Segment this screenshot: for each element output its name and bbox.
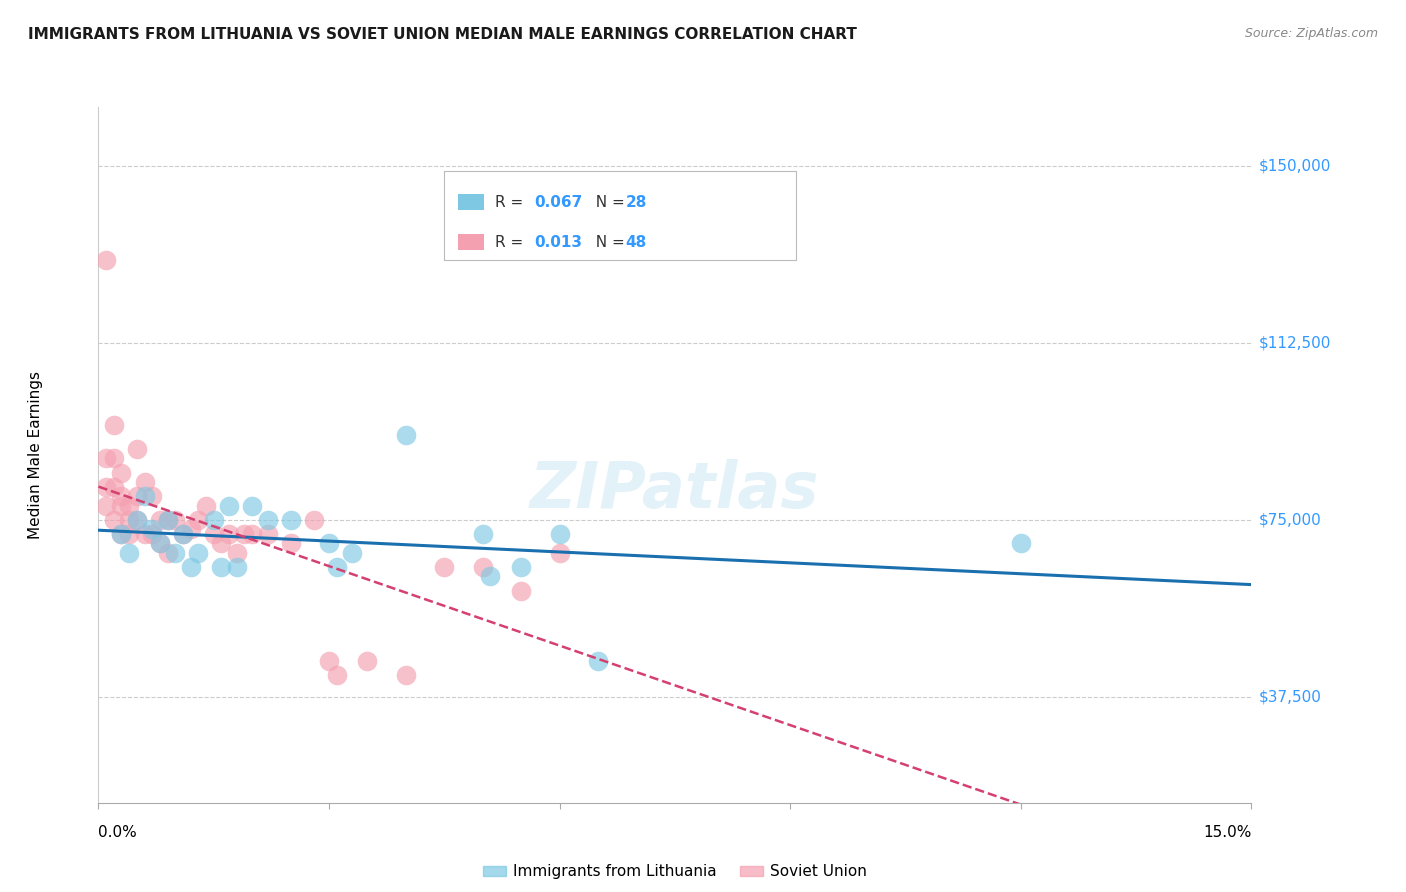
- Point: [209, 536, 232, 550]
- Point: [149, 536, 172, 550]
- Point: [94, 253, 117, 268]
- Point: [125, 513, 148, 527]
- Text: Source: ZipAtlas.com: Source: ZipAtlas.com: [1244, 27, 1378, 40]
- Point: [586, 654, 609, 668]
- Point: [202, 513, 225, 527]
- Point: [356, 654, 378, 668]
- Text: $150,000: $150,000: [1258, 159, 1330, 174]
- Point: [209, 560, 232, 574]
- Point: [141, 527, 163, 541]
- Point: [202, 527, 225, 541]
- Point: [156, 513, 179, 527]
- Point: [325, 560, 347, 574]
- Text: $75,000: $75,000: [1258, 512, 1322, 527]
- Point: [156, 546, 179, 560]
- Text: ZIPatlas: ZIPatlas: [530, 458, 820, 521]
- Point: [548, 546, 571, 560]
- Point: [395, 428, 418, 442]
- Point: [233, 527, 256, 541]
- Point: [302, 513, 325, 527]
- Point: [103, 513, 125, 527]
- Text: 15.0%: 15.0%: [1204, 825, 1251, 840]
- Point: [134, 475, 156, 489]
- Text: N =: N =: [586, 235, 630, 250]
- Point: [325, 668, 347, 682]
- Point: [471, 560, 494, 574]
- Point: [125, 513, 148, 527]
- Point: [479, 569, 502, 583]
- Point: [180, 560, 202, 574]
- Text: $37,500: $37,500: [1258, 690, 1322, 704]
- Point: [149, 513, 172, 527]
- Text: 48: 48: [626, 235, 647, 250]
- Point: [240, 499, 263, 513]
- Point: [340, 546, 363, 560]
- Point: [165, 546, 187, 560]
- Text: 0.0%: 0.0%: [98, 825, 138, 840]
- Point: [141, 522, 163, 536]
- Point: [110, 489, 132, 503]
- Point: [94, 480, 117, 494]
- Legend: Immigrants from Lithuania, Soviet Union: Immigrants from Lithuania, Soviet Union: [477, 858, 873, 886]
- Point: [172, 527, 194, 541]
- Point: [280, 536, 302, 550]
- Point: [225, 560, 247, 574]
- Point: [94, 499, 117, 513]
- Point: [318, 654, 340, 668]
- Point: [156, 513, 179, 527]
- Point: [318, 536, 340, 550]
- Point: [195, 499, 218, 513]
- Point: [103, 480, 125, 494]
- Point: [110, 527, 132, 541]
- Point: [218, 527, 240, 541]
- Text: 0.013: 0.013: [534, 235, 582, 250]
- Point: [225, 546, 247, 560]
- Text: R =: R =: [495, 194, 529, 210]
- Point: [395, 668, 418, 682]
- Point: [280, 513, 302, 527]
- Point: [118, 513, 141, 527]
- Point: [180, 522, 202, 536]
- Text: 28: 28: [626, 194, 647, 210]
- Point: [149, 536, 172, 550]
- Point: [471, 527, 494, 541]
- Point: [187, 513, 209, 527]
- Point: [256, 513, 278, 527]
- Point: [141, 489, 163, 503]
- Point: [134, 527, 156, 541]
- Point: [256, 527, 278, 541]
- Point: [103, 451, 125, 466]
- Point: [240, 527, 263, 541]
- Point: [134, 489, 156, 503]
- Point: [103, 418, 125, 433]
- Point: [118, 499, 141, 513]
- Text: IMMIGRANTS FROM LITHUANIA VS SOVIET UNION MEDIAN MALE EARNINGS CORRELATION CHART: IMMIGRANTS FROM LITHUANIA VS SOVIET UNIO…: [28, 27, 858, 42]
- Point: [172, 527, 194, 541]
- Text: 0.067: 0.067: [534, 194, 582, 210]
- Point: [110, 466, 132, 480]
- Point: [110, 499, 132, 513]
- Point: [510, 560, 533, 574]
- Text: R =: R =: [495, 235, 529, 250]
- Point: [218, 499, 240, 513]
- Point: [125, 442, 148, 456]
- Text: Median Male Earnings: Median Male Earnings: [28, 371, 42, 539]
- Point: [125, 489, 148, 503]
- Point: [187, 546, 209, 560]
- Point: [433, 560, 456, 574]
- Point: [118, 527, 141, 541]
- Point: [165, 513, 187, 527]
- Point: [510, 583, 533, 598]
- Point: [118, 546, 141, 560]
- Text: $112,500: $112,500: [1258, 335, 1330, 351]
- Point: [548, 527, 571, 541]
- Text: N =: N =: [586, 194, 630, 210]
- Point: [1010, 536, 1032, 550]
- Point: [110, 527, 132, 541]
- Point: [94, 451, 117, 466]
